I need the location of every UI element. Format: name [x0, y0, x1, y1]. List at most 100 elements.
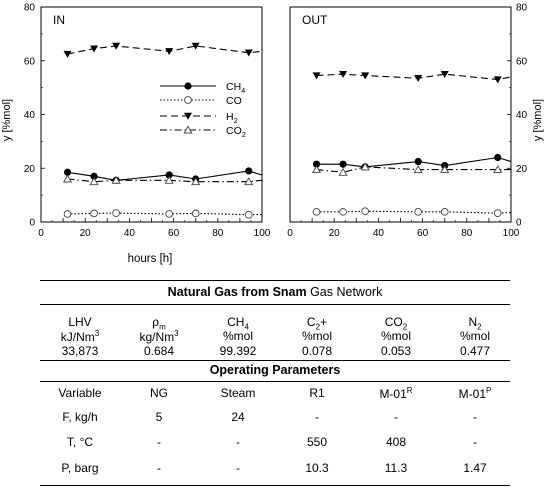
table2-row: T, °C - - 550 408 -: [40, 435, 510, 449]
y-tick-label: 80: [516, 3, 528, 14]
data-point-co2: [164, 175, 174, 184]
y-tick-label: 80: [24, 3, 36, 14]
x-tick-label: 60: [417, 228, 429, 239]
legend-label: H2: [226, 111, 238, 125]
table-cell: 24: [231, 410, 245, 424]
table-cell: 0.078: [301, 344, 333, 358]
data-point-h2: [414, 75, 423, 83]
y-tick-label: 0: [29, 218, 35, 229]
table1-header-row: LHV ρm CH4 C2+ CO2 N2: [40, 315, 510, 332]
y-axis-label: y [%mol]: [1, 99, 13, 141]
data-point-co2: [338, 167, 348, 176]
data-point-co2: [440, 165, 450, 174]
data-point-co: [361, 207, 369, 216]
data-point-h2: [63, 50, 72, 58]
data-point-h2: [361, 72, 370, 80]
legend-label: CO2: [226, 125, 246, 139]
panel-label: OUT: [302, 13, 328, 27]
table1-values-row: 33,873 0.684 99.392 0.078 0.053 0.477: [40, 344, 510, 358]
table2-bottom-rule: [40, 485, 510, 486]
x-tick-label: 0: [287, 228, 293, 239]
data-point-co2: [413, 165, 423, 174]
data-point-co: [493, 209, 502, 217]
x-tick-label: 80: [212, 228, 224, 239]
data-point-co2: [89, 177, 99, 186]
table-cell: 1.47: [463, 461, 487, 475]
legend-marker: [184, 82, 192, 90]
legend-marker: [184, 96, 192, 104]
table-cell: -: [473, 435, 477, 449]
data-point-ch4: [245, 167, 253, 175]
y-tick-label: 60: [24, 56, 36, 67]
data-point-ch4: [312, 160, 321, 168]
series-line-co2: [316, 166, 511, 173]
data-point-co: [112, 209, 120, 217]
table2-row: F, kg/h 5 24 - - -: [40, 410, 510, 424]
table2-row: P, barg - - 10.3 11.3 1.47: [40, 461, 510, 475]
data-point-co: [63, 210, 72, 218]
data-point-co2: [360, 162, 370, 171]
table-cell: N2: [468, 315, 482, 332]
data-point-co: [440, 207, 449, 216]
table-cell: 11.3: [384, 461, 408, 475]
series-line-h2: [316, 73, 512, 81]
table2-header-rule: [40, 381, 510, 382]
data-point-ch4: [494, 153, 502, 162]
panel-label: IN: [53, 13, 65, 27]
table-cell: %mol: [459, 329, 490, 343]
data-point-co: [339, 207, 347, 216]
table-cell: CO2: [384, 315, 408, 332]
table2-top-rule: [40, 360, 510, 361]
table-cell: 0.684: [143, 344, 175, 358]
table1-top-rule: [40, 280, 510, 281]
y-tick-label: 20: [516, 164, 528, 175]
x-axis-label: hours [h]: [128, 253, 173, 265]
table-cell: -: [473, 410, 477, 424]
table-cell: kg/Nm3: [139, 329, 179, 344]
data-point-h2: [440, 70, 449, 78]
table-cell: M-01R: [379, 386, 413, 401]
table-cell: CH4: [227, 315, 249, 332]
data-point-co2: [111, 175, 121, 184]
data-point-h2: [191, 42, 200, 50]
data-point-ch4: [90, 172, 98, 180]
y-tick-label: 0: [516, 218, 522, 229]
table-cell: 408: [385, 435, 407, 449]
table2-header-row: Variable NG Steam R1 M-01R M-01P: [40, 386, 510, 401]
table1-units-row: kJ/Nm3 kg/Nm3 %mol %mol %mol %mol: [40, 329, 510, 344]
data-point-co2: [62, 174, 73, 183]
x-tick-label: 20: [80, 228, 92, 239]
table-cell: 550: [306, 435, 328, 449]
legend-label: CH4: [226, 81, 245, 95]
table-cell: 0.053: [380, 344, 412, 358]
table1-title: Natural Gas from Snam Gas Network: [167, 285, 383, 299]
legend-marker: [183, 125, 193, 134]
table-cell: -: [315, 410, 319, 424]
x-tick-label: 100: [503, 228, 520, 239]
data-point-ch4: [63, 168, 72, 176]
table-cell: %mol: [301, 329, 332, 343]
table-cell: kJ/Nm3: [60, 329, 100, 344]
table2-title: Operating Parameters: [209, 363, 341, 377]
data-point-co: [312, 207, 321, 216]
data-point-h2: [244, 49, 253, 57]
data-point-co2: [191, 177, 201, 186]
data-point-h2: [493, 76, 502, 84]
table-cell: 0.477: [459, 344, 491, 358]
y-tick-label: 40: [516, 110, 528, 121]
data-point-co2: [244, 177, 254, 186]
table-cell: -: [157, 461, 161, 475]
legend-marker: [184, 112, 192, 120]
table-cell: Variable: [58, 386, 102, 400]
data-point-co: [165, 210, 174, 218]
table-cell: M-01P: [458, 386, 492, 401]
data-point-ch4: [165, 171, 173, 179]
plot-frame: [289, 6, 512, 223]
y-tick-label: 40: [24, 110, 36, 121]
data-point-h2: [165, 48, 174, 56]
table-cell: -: [236, 461, 240, 475]
table-cell: %mol: [380, 329, 411, 343]
x-tick-label: 40: [373, 228, 385, 239]
